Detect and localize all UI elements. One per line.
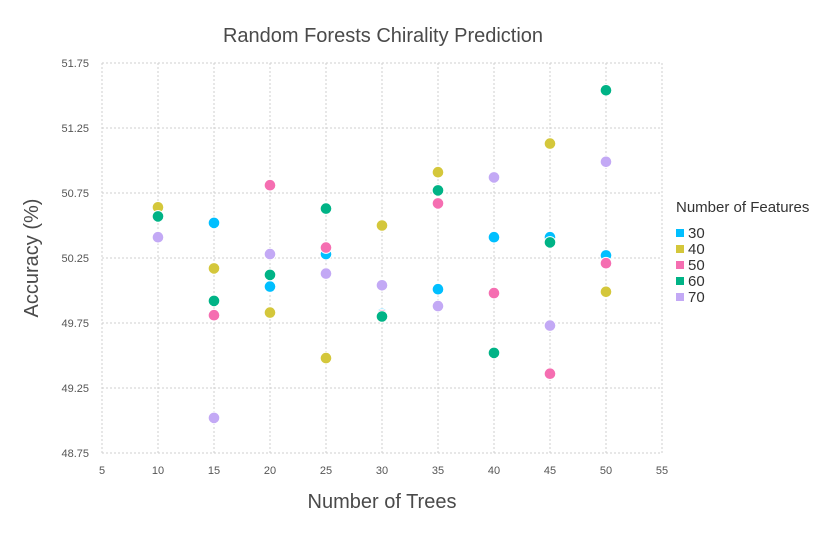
legend-swatch-50: [676, 261, 684, 269]
x-tick-label: 20: [264, 465, 276, 477]
data-point-features-50: [319, 241, 333, 254]
data-point-features-60: [375, 310, 389, 323]
x-tick-label: 45: [544, 465, 556, 477]
legend-label-30: 30: [688, 225, 705, 242]
legend-label-70: 70: [688, 289, 705, 306]
data-point-features-60: [543, 236, 557, 249]
x-axis-label: Number of Trees: [308, 491, 457, 513]
x-tick-label: 15: [208, 465, 220, 477]
legend-title: Number of Features: [676, 199, 809, 216]
data-point-features-70: [375, 279, 389, 292]
x-tick-label: 30: [376, 465, 388, 477]
data-point-features-70: [543, 319, 557, 332]
data-point-features-40: [431, 165, 445, 179]
data-point-features-50: [431, 197, 445, 210]
x-tick-label: 40: [488, 465, 500, 477]
data-point-features-70: [487, 171, 501, 184]
chart-title: Random Forests Chirality Prediction: [223, 25, 543, 47]
data-point-features-60: [319, 202, 333, 215]
data-point-features-50: [543, 367, 557, 381]
data-point-features-30: [207, 216, 221, 230]
x-tick-label: 25: [320, 465, 332, 477]
x-tick-label: 10: [152, 465, 164, 477]
y-axis-ticks: 48.75 49.25 49.75 50.25 50.75 51.25 51.75: [61, 58, 89, 460]
legend-swatch-40: [676, 245, 684, 253]
y-tick-label: 50.75: [61, 188, 89, 200]
data-point-features-40: [319, 351, 333, 365]
data-point-features-40: [375, 219, 389, 232]
data-point-features-70: [319, 267, 333, 280]
y-tick-label: 48.75: [61, 448, 89, 460]
y-axis-label: Accuracy (%): [21, 199, 43, 318]
x-tick-label: 50: [600, 465, 612, 477]
data-point-features-40: [543, 137, 557, 150]
x-tick-label: 5: [99, 465, 105, 477]
data-point-features-60: [207, 294, 221, 308]
data-point-features-30: [487, 230, 501, 244]
y-tick-label: 51.75: [61, 58, 89, 70]
y-tick-label: 49.75: [61, 318, 89, 330]
y-tick-label: 49.25: [61, 383, 89, 395]
data-point-features-70: [207, 411, 221, 425]
grid: [101, 62, 663, 454]
y-tick-label: 50.25: [61, 253, 89, 265]
data-point-features-30: [431, 282, 445, 296]
data-point-features-40: [263, 306, 277, 319]
y-tick-label: 51.25: [61, 123, 89, 135]
data-point-features-70: [599, 155, 613, 169]
data-point-features-50: [263, 178, 277, 192]
x-axis-ticks: 5 10 15 20 25 30 35 40 45 50 55: [99, 465, 668, 477]
legend-label-40: 40: [688, 241, 705, 258]
data-point-features-60: [431, 184, 445, 197]
data-point-features-40: [207, 262, 221, 275]
data-point-features-60: [151, 210, 165, 223]
data-point-features-50: [207, 308, 221, 322]
data-point-features-60: [487, 346, 501, 360]
data-point-features-70: [151, 230, 165, 244]
legend-swatch-70: [676, 293, 684, 301]
data-point-features-60: [263, 268, 277, 282]
data-point-features-70: [431, 299, 445, 313]
x-tick-label: 35: [432, 465, 444, 477]
data-points: [151, 84, 613, 425]
data-point-features-60: [599, 84, 613, 97]
legend-swatch-30: [676, 229, 684, 237]
data-point-features-50: [599, 256, 613, 270]
legend-label-60: 60: [688, 273, 705, 290]
legend-label-50: 50: [688, 257, 705, 274]
data-point-features-70: [263, 247, 277, 261]
data-point-features-30: [263, 280, 277, 293]
data-point-features-50: [487, 286, 501, 300]
data-point-features-40: [599, 285, 613, 299]
legend-swatch-60: [676, 277, 684, 285]
x-tick-label: 55: [656, 465, 668, 477]
